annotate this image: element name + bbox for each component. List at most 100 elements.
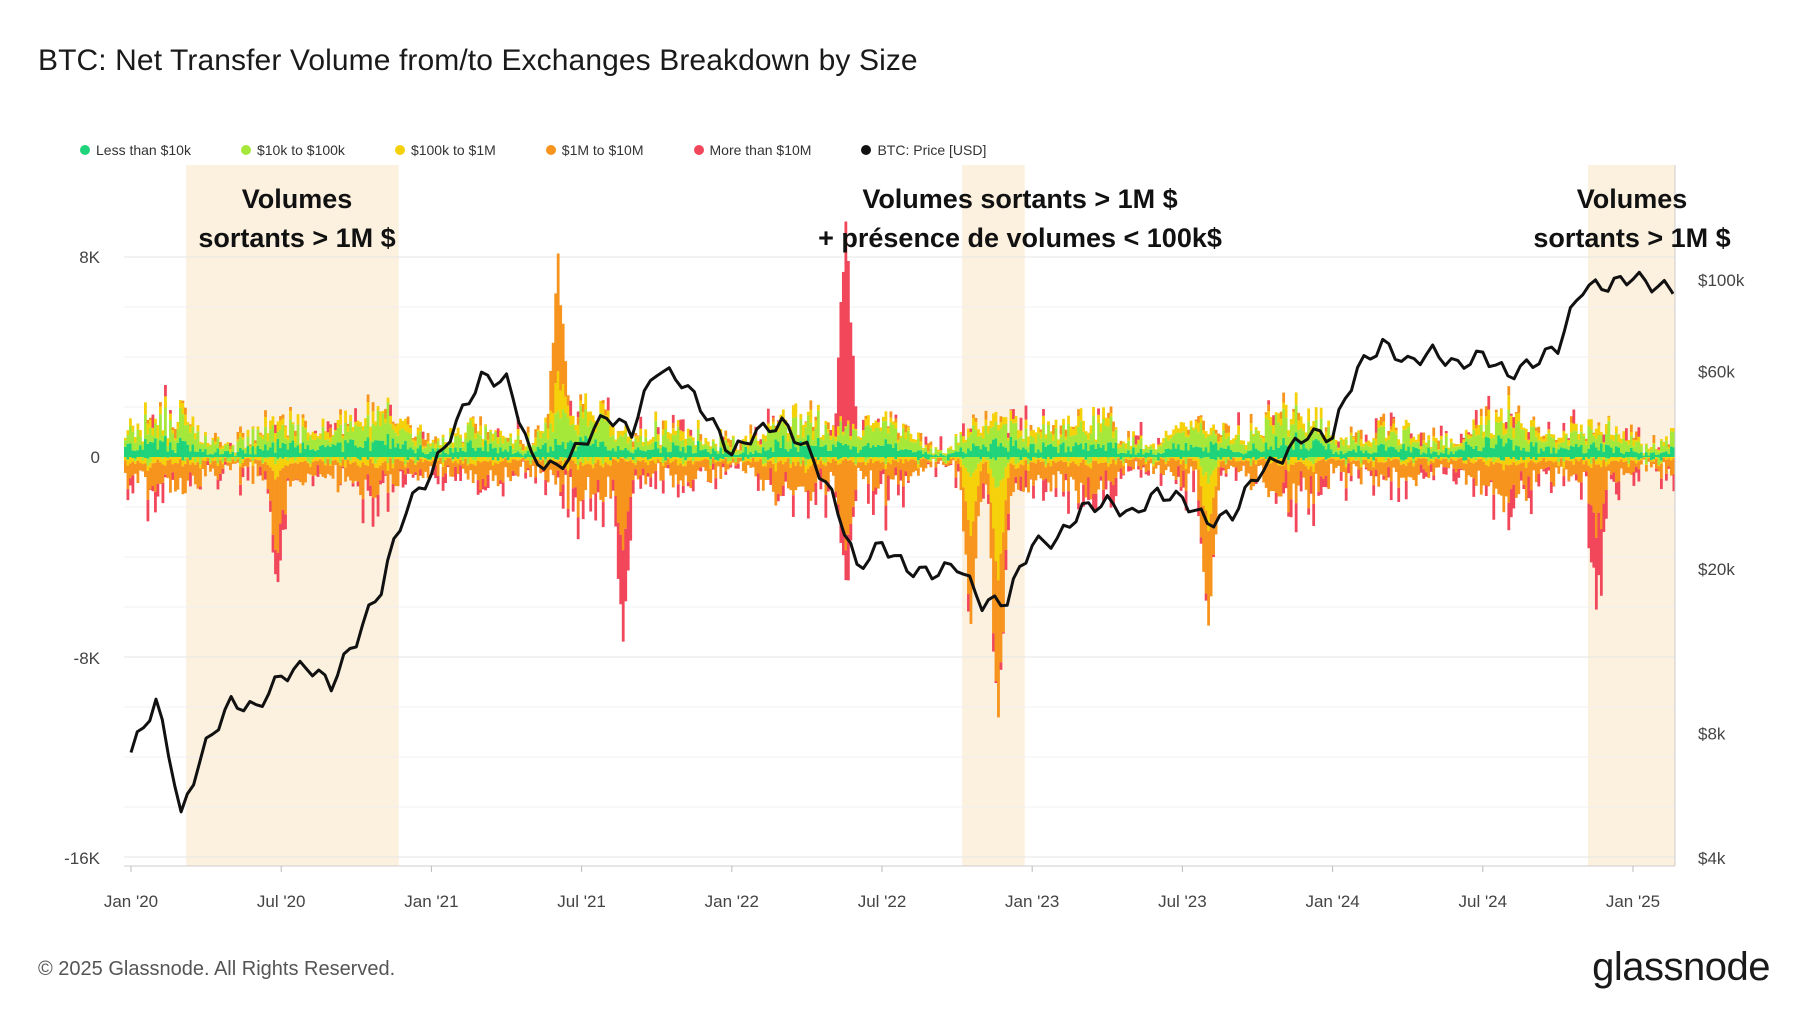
flow-bar [1019, 460, 1023, 465]
flow-bar [506, 451, 510, 457]
flow-bar [386, 457, 390, 463]
flow-bar [932, 455, 935, 457]
flow-bar [1057, 457, 1060, 462]
flow-bar [366, 457, 370, 460]
flow-bar [839, 442, 843, 457]
flow-bar [1604, 444, 1608, 457]
flow-bar [181, 400, 185, 404]
flow-bar [126, 430, 130, 435]
flow-bar [1212, 470, 1216, 498]
flow-bar [1184, 463, 1188, 469]
flow-bar [849, 439, 853, 450]
flow-bar [1012, 423, 1015, 446]
flow-bar [1167, 457, 1170, 458]
flow-bar [631, 449, 635, 454]
flow-bar [1357, 460, 1361, 470]
flow-bar [281, 442, 285, 457]
flow-bar [1217, 450, 1221, 457]
legend-item-gt10m[interactable]: More than $10M [693, 142, 811, 158]
flow-bar [1214, 442, 1218, 457]
flow-bar [169, 457, 172, 460]
flow-bar [614, 441, 618, 452]
flow-bar [654, 471, 658, 490]
flow-bar [141, 449, 145, 457]
flow-bar [454, 466, 458, 481]
flow-bar [126, 457, 130, 460]
flow-bar [929, 454, 933, 457]
flow-bar [1247, 441, 1251, 443]
flow-bar [982, 426, 985, 439]
flow-bar [1667, 466, 1671, 469]
flow-bar [344, 423, 347, 441]
flow-bar [346, 459, 350, 477]
flow-bar [701, 449, 705, 457]
flow-bar [1347, 458, 1351, 464]
flow-bar [1372, 440, 1376, 453]
flow-bar [909, 459, 913, 477]
flow-bar [1584, 471, 1588, 477]
flow-bar [291, 463, 295, 482]
flow-bar [309, 457, 312, 464]
flow-bar [1487, 457, 1491, 459]
flow-bar [992, 633, 995, 652]
flow-bar [1612, 457, 1616, 461]
flow-bar [764, 457, 768, 464]
flow-bar [711, 458, 715, 464]
legend-item-btc-price[interactable]: BTC: Price [USD] [861, 142, 986, 158]
flow-bar [1139, 421, 1143, 436]
flow-bar [589, 411, 593, 421]
flow-bar [1659, 457, 1663, 461]
flow-bar [914, 442, 918, 453]
flow-bar [779, 457, 783, 461]
flow-bar [581, 441, 585, 457]
flow-bar [1449, 451, 1453, 457]
flow-bar [1099, 432, 1103, 448]
flow-bar [1157, 437, 1160, 445]
flow-bar [1294, 462, 1298, 504]
flow-bar [1282, 392, 1286, 403]
flow-bar [186, 458, 190, 481]
flow-bar [226, 462, 230, 466]
flow-bar [869, 427, 873, 448]
flow-bar [1102, 457, 1105, 463]
flow-bar [361, 457, 365, 463]
legend-item-10k-100k[interactable]: $10k to $100k [240, 142, 345, 158]
flow-bar [174, 452, 177, 457]
flow-bar [1382, 475, 1386, 480]
flow-bar [486, 461, 490, 475]
legend-item-1m-10m[interactable]: $1M to $10M [545, 142, 644, 158]
flow-bar [729, 439, 733, 448]
flow-bar [1167, 457, 1170, 461]
flow-bar [799, 466, 803, 487]
flow-bar [1567, 480, 1571, 482]
legend-item-lt10k[interactable]: Less than $10k [80, 142, 191, 158]
flow-bar [274, 433, 277, 443]
flow-bar [922, 458, 925, 472]
flow-bar [416, 457, 420, 461]
flow-bar [1112, 431, 1115, 438]
flow-bar [134, 461, 137, 464]
flow-bar [1589, 444, 1593, 457]
flow-bar [1487, 466, 1491, 487]
flow-bar [679, 430, 683, 441]
flow-bar [379, 480, 382, 485]
flow-bar [876, 457, 880, 459]
flow-bar [959, 457, 963, 460]
flow-bar [1397, 439, 1401, 446]
flow-bar [1059, 444, 1063, 457]
flow-bar [1094, 448, 1098, 457]
flow-bar [596, 426, 600, 447]
flow-bar [1234, 457, 1238, 462]
flow-bar [164, 436, 167, 457]
flow-bar [569, 459, 573, 469]
flow-bar [599, 457, 603, 459]
flow-bar [344, 410, 347, 424]
flow-bar [1627, 444, 1631, 452]
flow-bar [356, 458, 360, 466]
flow-bar [376, 494, 380, 517]
legend-item-100k-1m[interactable]: $100k to $1M [394, 142, 496, 158]
flow-bar [1412, 441, 1416, 448]
flow-bar [1369, 470, 1373, 476]
flow-bar [1157, 457, 1160, 461]
flow-bar [1199, 422, 1203, 448]
